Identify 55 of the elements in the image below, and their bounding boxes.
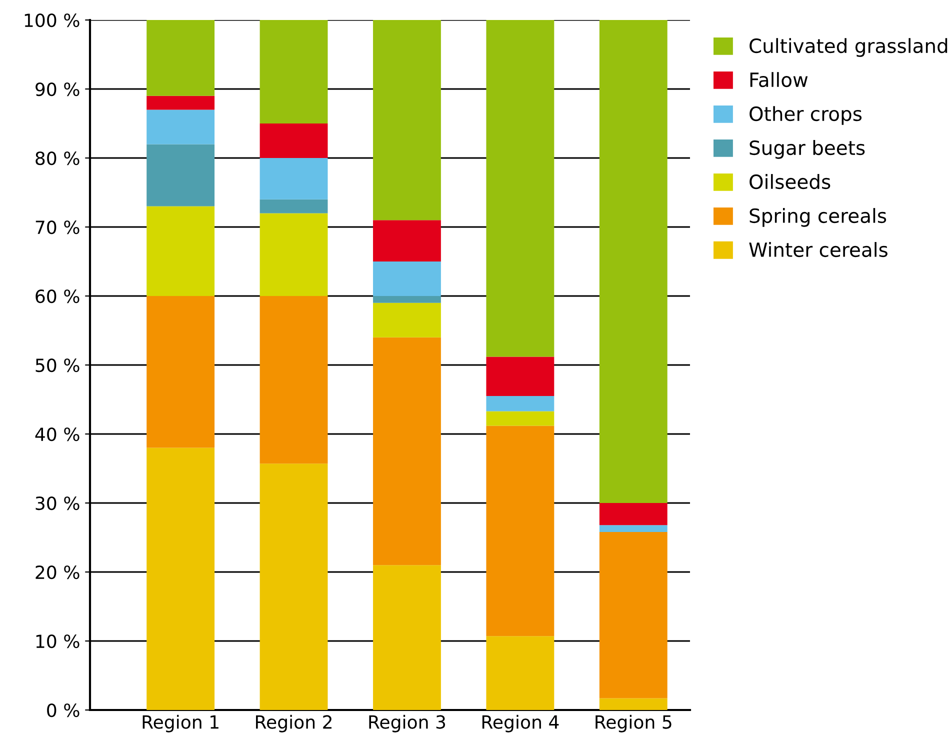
legend-label: Other crops: [750, 106, 862, 125]
bar: [146, 144, 215, 206]
bar: [373, 337, 441, 566]
bar: [373, 20, 441, 220]
y-tick-label: 70 %: [36, 220, 80, 234]
y-tick-label: 20 %: [36, 565, 80, 580]
bar: [373, 296, 441, 303]
x-tick-label: Region 1: [142, 714, 218, 732]
legend-label: Spring cereals: [750, 208, 886, 227]
bar: [260, 296, 328, 464]
bar: [146, 20, 215, 96]
bar: [599, 698, 668, 710]
bar: [599, 20, 668, 503]
bar: [599, 532, 668, 698]
bar: [373, 302, 441, 338]
bar: [486, 426, 554, 636]
bar: [146, 96, 215, 110]
bar: [146, 110, 215, 144]
bar: [373, 262, 441, 296]
y-tick-label: 90 %: [36, 82, 80, 96]
bar: [146, 448, 215, 710]
bar: [486, 356, 554, 396]
legend-label: Cultivated grassland: [750, 38, 948, 57]
y-tick-label: 30 %: [36, 496, 80, 510]
legend-label: Winter cereals: [749, 242, 888, 258]
y-tick-label: 80 %: [36, 151, 80, 166]
bar: [146, 296, 215, 448]
y-tick-label: 10 %: [36, 634, 80, 648]
legend-label: Sugar beets: [750, 140, 865, 159]
legend-label: Fallow: [750, 72, 808, 88]
x-tick-label: Region 5: [596, 714, 672, 732]
bar: [599, 503, 668, 526]
bar: [260, 199, 328, 214]
bar: [599, 525, 668, 532]
bar: [486, 636, 554, 710]
bar: [260, 124, 328, 158]
bar: [260, 464, 328, 710]
legend-label: Oilseeds: [750, 174, 830, 190]
x-tick-label: Region 3: [369, 714, 446, 732]
bar: [146, 206, 215, 296]
bar: [486, 411, 554, 426]
y-tick-label: 60 %: [36, 289, 80, 304]
bar: [486, 396, 554, 412]
y-tick-label: 50 %: [36, 358, 80, 372]
bar: [373, 565, 441, 710]
x-tick-label: Region 2: [256, 714, 332, 732]
bar: [260, 158, 328, 200]
y-tick-label: 40 %: [35, 427, 80, 442]
bar: [373, 220, 441, 262]
bar: [260, 213, 328, 296]
bar: [486, 20, 554, 357]
x-tick-label: Region 4: [482, 714, 559, 732]
bar: [260, 20, 328, 124]
y-tick-label: 100 %: [24, 13, 80, 28]
y-tick-label: 0 %: [47, 703, 80, 718]
